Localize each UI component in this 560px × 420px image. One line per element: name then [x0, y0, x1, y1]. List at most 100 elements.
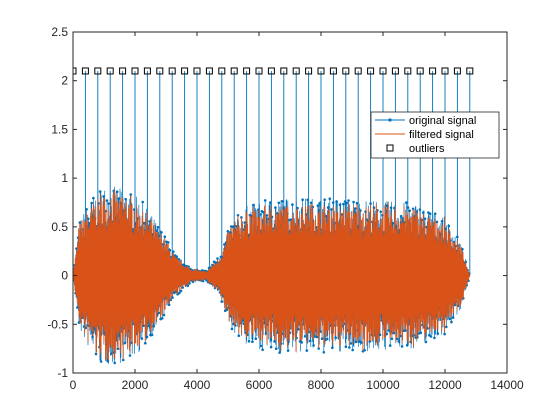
original-signal-point — [156, 225, 160, 229]
outlier-marker — [255, 67, 263, 75]
original-signal-point — [392, 331, 395, 335]
original-signal-point — [408, 209, 412, 212]
original-signal-point — [387, 329, 390, 332]
original-signal-point — [440, 220, 444, 223]
original-signal-point — [254, 337, 258, 341]
original-signal-point — [205, 279, 208, 282]
x-tick-label: 14000 — [490, 378, 524, 392]
original-signal-point — [286, 349, 290, 352]
original-signal-point — [124, 197, 127, 201]
original-signal-point — [273, 340, 276, 343]
outlier-marker — [280, 67, 288, 75]
x-tick-label: 0 — [70, 378, 77, 392]
original-signal-point — [419, 331, 423, 335]
outlier-marker — [156, 67, 164, 75]
original-signal-point — [312, 344, 315, 347]
y-tick-label: 0.5 — [51, 220, 68, 234]
legend: original signal filtered signal outliers — [370, 111, 500, 159]
outlier-marker — [379, 67, 387, 75]
original-signal-point — [390, 337, 394, 341]
original-signal-point — [167, 303, 171, 307]
original-signal-point — [274, 347, 278, 351]
y-tick-label: 2.5 — [51, 25, 68, 39]
original-signal-point — [385, 332, 389, 336]
original-signal-point — [128, 354, 132, 357]
outlier-marker — [168, 67, 176, 75]
original-signal-point — [115, 190, 119, 193]
original-signal-point — [117, 197, 121, 200]
original-signal-point — [85, 208, 88, 211]
original-signal-point — [181, 286, 184, 289]
original-signal-point — [161, 317, 164, 320]
original-signal-point — [404, 329, 407, 332]
original-signal-point — [148, 220, 151, 223]
outlier-marker — [391, 67, 399, 75]
outlier-marker — [416, 67, 424, 75]
original-signal-point — [259, 344, 263, 348]
original-signal-point — [84, 326, 88, 330]
original-signal-point — [405, 343, 409, 347]
outlier-marker — [367, 67, 375, 75]
original-signal-point — [305, 349, 309, 352]
original-signal-point — [225, 308, 229, 312]
original-signal-point — [330, 208, 333, 211]
original-signal-point — [211, 263, 214, 267]
x-tick-label: 12000 — [428, 378, 462, 392]
x-tick-label: 6000 — [246, 378, 273, 392]
outlier-marker — [466, 67, 474, 75]
original-signal-point — [338, 203, 342, 206]
original-signal-point — [445, 325, 448, 329]
original-signal-point — [323, 198, 327, 201]
outlier-marker — [342, 67, 350, 75]
original-signal-point — [216, 257, 219, 260]
original-signal-point — [129, 193, 133, 196]
original-signal-point — [240, 216, 243, 219]
original-signal-point — [252, 203, 255, 207]
outlier-marker — [205, 67, 213, 75]
original-signal-point — [363, 348, 366, 352]
y-tick-label: -0.5 — [47, 317, 68, 331]
original-signal-point — [247, 340, 251, 343]
y-tick-label: 1 — [61, 171, 68, 185]
outlier-marker — [81, 67, 89, 75]
axes-box — [72, 31, 508, 374]
original-signal-point — [76, 306, 79, 309]
original-signal-point — [107, 202, 110, 205]
original-signal-point — [325, 337, 329, 341]
original-signal-point — [157, 311, 161, 315]
legend-marker-outliers — [386, 144, 394, 152]
plot-area — [73, 67, 474, 365]
original-signal-point — [354, 207, 357, 210]
original-signal-point — [331, 346, 334, 350]
series-line-filtered-signal — [73, 189, 471, 361]
original-signal-point — [140, 337, 144, 340]
original-signal-point — [467, 279, 470, 283]
original-signal-point — [395, 337, 399, 341]
original-signal-point — [296, 206, 299, 210]
original-signal-point — [328, 197, 332, 200]
original-signal-point — [315, 335, 319, 339]
outlier-marker — [143, 67, 151, 75]
original-signal-point — [152, 325, 156, 328]
outlier-marker — [131, 67, 139, 75]
legend-label: original signal — [409, 115, 476, 127]
original-signal-point — [166, 241, 170, 244]
y-tick-label: -1 — [57, 366, 68, 380]
original-signal-point — [344, 345, 348, 349]
original-signal-point — [145, 335, 149, 339]
original-signal-point — [368, 340, 372, 343]
outlier-marker — [329, 67, 337, 75]
original-signal-point — [214, 261, 218, 264]
outlier-marker — [404, 67, 412, 75]
original-signal-point — [265, 214, 269, 217]
original-signal-point — [405, 201, 408, 204]
original-signal-point — [354, 340, 358, 344]
outlier-marker — [106, 67, 114, 75]
original-signal-point — [347, 199, 350, 202]
original-signal-point — [450, 320, 453, 324]
outlier-marker — [181, 67, 189, 75]
y-tick-label: 2 — [61, 74, 68, 88]
outlier-marker — [292, 67, 300, 75]
original-signal-point — [179, 289, 183, 293]
